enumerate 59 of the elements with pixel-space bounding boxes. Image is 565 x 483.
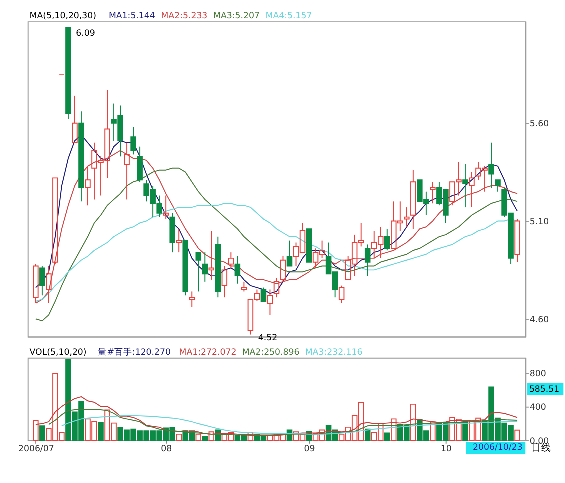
bar bbox=[202, 436, 208, 441]
chart-title: VOL(5,10,20) bbox=[30, 348, 87, 358]
candlestick bbox=[430, 182, 436, 204]
candlestick bbox=[202, 252, 208, 282]
bar bbox=[196, 434, 202, 441]
candlestick bbox=[189, 291, 196, 308]
annotation: 4.52 bbox=[258, 334, 278, 344]
candlestick bbox=[410, 170, 416, 230]
bar bbox=[391, 418, 397, 441]
candlestick bbox=[215, 236, 222, 298]
candlestick bbox=[488, 142, 494, 188]
candlestick bbox=[130, 126, 136, 156]
y-tick-label: 5.10 bbox=[530, 218, 550, 228]
bar bbox=[248, 432, 254, 441]
line-series bbox=[61, 415, 518, 435]
text: MA3:232.116 bbox=[305, 348, 363, 358]
candlestick bbox=[170, 212, 176, 254]
text: MA2:250.896 bbox=[242, 348, 300, 358]
bar bbox=[410, 404, 416, 441]
y-tick-label: 800 bbox=[530, 369, 546, 380]
x-tick-label: 08 bbox=[161, 444, 172, 455]
y-tick-label: 400 bbox=[530, 403, 546, 414]
chart-subtitle: 量#百手:120.270 bbox=[98, 346, 172, 358]
candlestick bbox=[163, 195, 169, 220]
bar bbox=[384, 432, 390, 441]
annotation: 6.09 bbox=[76, 29, 96, 40]
text: MA1:5.144 bbox=[108, 12, 156, 22]
bar bbox=[40, 426, 46, 441]
line-series bbox=[48, 410, 518, 436]
candlestick bbox=[208, 230, 215, 280]
y-tick-label: 4.60 bbox=[530, 315, 550, 326]
x-tick-label: 2006/07 bbox=[18, 444, 54, 455]
candlestick bbox=[85, 166, 91, 206]
bar bbox=[430, 422, 436, 441]
candlestick bbox=[124, 142, 130, 200]
candlestick bbox=[78, 111, 84, 202]
text: MA4:5.157 bbox=[266, 12, 312, 22]
y-tick-label: 5.60 bbox=[530, 120, 550, 130]
candlestick bbox=[404, 207, 410, 228]
candlestick bbox=[234, 256, 241, 284]
bar bbox=[33, 420, 39, 441]
line-series bbox=[35, 396, 518, 436]
line-series bbox=[35, 168, 518, 322]
bar bbox=[208, 432, 215, 441]
text: MA2:5.233 bbox=[161, 12, 208, 22]
x-tick-label: 10 bbox=[440, 444, 452, 455]
text: 585.51 bbox=[529, 385, 560, 396]
text: MA1:272.072 bbox=[179, 348, 237, 358]
bar bbox=[514, 430, 520, 441]
x-tick-label: 09 bbox=[304, 444, 316, 455]
candlestick bbox=[46, 266, 52, 304]
candlestick bbox=[176, 228, 182, 254]
candlestick bbox=[364, 244, 371, 277]
text: MA3:5.207 bbox=[214, 12, 260, 22]
bar bbox=[176, 434, 182, 441]
bar bbox=[98, 422, 104, 441]
candlestick bbox=[462, 164, 468, 208]
text: 2006/10/23 bbox=[473, 443, 523, 454]
chart-title: MA(5,10,20,30) bbox=[30, 12, 97, 22]
